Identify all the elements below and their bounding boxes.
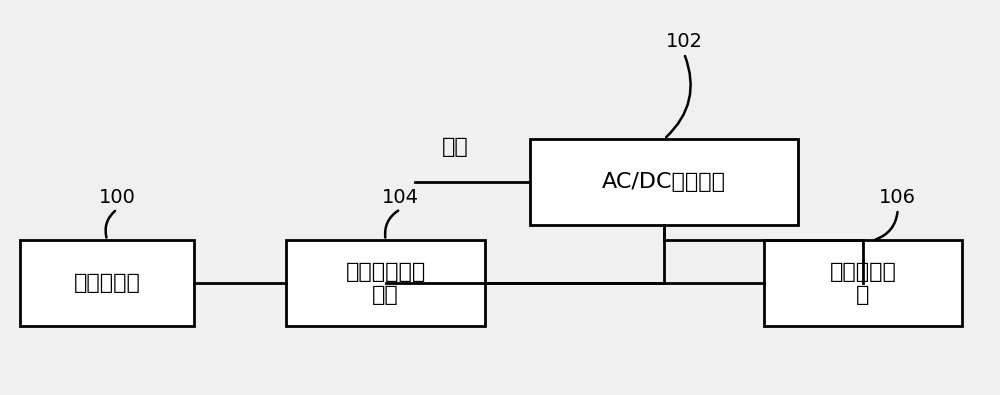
Text: AC/DC整流单元: AC/DC整流单元 (602, 172, 726, 192)
Text: 蓄电池单元: 蓄电池单元 (74, 273, 141, 293)
Text: 102: 102 (665, 32, 702, 51)
Bar (286, 240, 485, 326)
Text: 直流削峰填谷
装置: 直流削峰填谷 装置 (346, 261, 426, 305)
Text: 106: 106 (879, 188, 916, 207)
Bar (20, 240, 194, 326)
Text: 市电: 市电 (442, 137, 469, 157)
Bar (530, 139, 798, 225)
Text: 104: 104 (382, 188, 419, 207)
Text: 100: 100 (99, 188, 136, 207)
Bar (764, 240, 962, 326)
Text: 直流负载模
块: 直流负载模 块 (830, 261, 896, 305)
